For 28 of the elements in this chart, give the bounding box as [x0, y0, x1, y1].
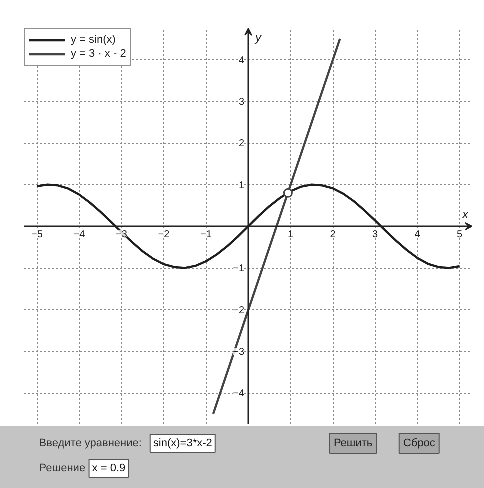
y-axis-title: y — [254, 30, 262, 44]
x-tick-label: −1 — [200, 230, 212, 240]
y-tick-label: 3 — [238, 96, 245, 108]
y-tick-label: 4 — [238, 55, 245, 66]
y-tick-label: −1 — [233, 264, 245, 275]
text: sin(x)=3*x-2 — [153, 438, 212, 450]
text: Решить — [334, 438, 373, 450]
text: x = 0.9 — [92, 462, 126, 474]
legend-label: y = 3 · x - 2 — [71, 47, 126, 61]
x-tick-label: 4 — [414, 230, 421, 240]
text: Сброс — [403, 438, 436, 450]
x-tick-label: 5 — [457, 230, 464, 240]
x-tick-label: −5 — [31, 230, 44, 240]
text: Решение — [39, 462, 86, 474]
x-tick-label: −4 — [74, 230, 86, 240]
x-axis-title: x — [462, 208, 470, 222]
x-tick-label: −2 — [158, 230, 170, 240]
legend-label: y = sin(x) — [71, 33, 116, 47]
y-tick-label: −4 — [233, 388, 245, 400]
x-tick-label: 1 — [288, 230, 294, 240]
y-tick-label: −3 — [233, 347, 245, 358]
text: Введите уравнение: — [39, 438, 142, 450]
y-tick-label: 1 — [238, 180, 245, 192]
y-tick-label: −2 — [233, 305, 245, 316]
x-tick-label: 3 — [372, 230, 379, 240]
x-tick-label: −3 — [116, 230, 128, 240]
y-tick-label: 2 — [238, 138, 245, 150]
x-tick-label: 2 — [330, 230, 336, 240]
